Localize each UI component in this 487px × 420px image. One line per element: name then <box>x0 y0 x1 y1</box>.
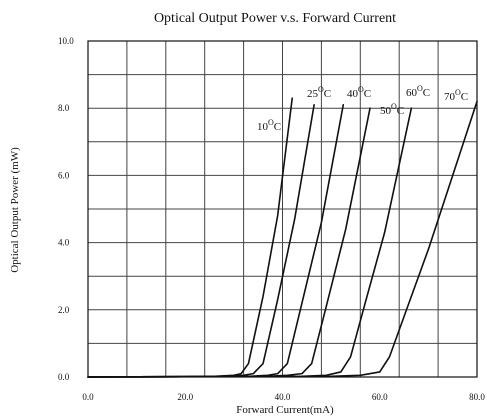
chart-title: Optical Output Power v.s. Forward Curren… <box>154 11 396 26</box>
y-tick-label: 6.0 <box>58 170 70 180</box>
series-lines <box>87 97 478 378</box>
x-tick-label: 60.0 <box>372 392 388 402</box>
series-label: 70OC <box>444 88 468 103</box>
series-label: 60OC <box>406 84 430 99</box>
series-label: 25OC <box>307 85 331 100</box>
grid <box>87 40 478 378</box>
y-axis-label: Optical Output Power (mW) <box>9 147 21 273</box>
series-label: 40OC <box>347 85 371 100</box>
series-line <box>87 104 345 378</box>
x-tick-label: 20.0 <box>177 392 193 402</box>
series-label: 50OC <box>380 102 404 117</box>
series-label: 10OC <box>257 118 281 133</box>
series-line <box>87 104 315 378</box>
x-tick-label: 40.0 <box>275 392 291 402</box>
y-tick-label: 10.0 <box>58 36 74 46</box>
y-tick-label: 8.0 <box>58 103 70 113</box>
series-line <box>87 100 478 378</box>
x-tick-label: 0.0 <box>82 392 94 402</box>
series-line <box>87 97 294 378</box>
y-tick-label: 4.0 <box>58 238 70 248</box>
y-tick-label: 2.0 <box>58 305 70 315</box>
x-axis-label: Forward Current(mA) <box>236 404 334 416</box>
tick-labels: 0.0 20.0 40.0 60.0 80.0 0.0 2.0 4.0 6.0 8.0 10.0 <box>58 36 485 402</box>
x-tick-label: 80.0 <box>469 392 485 402</box>
y-tick-label: 0.0 <box>58 372 70 382</box>
